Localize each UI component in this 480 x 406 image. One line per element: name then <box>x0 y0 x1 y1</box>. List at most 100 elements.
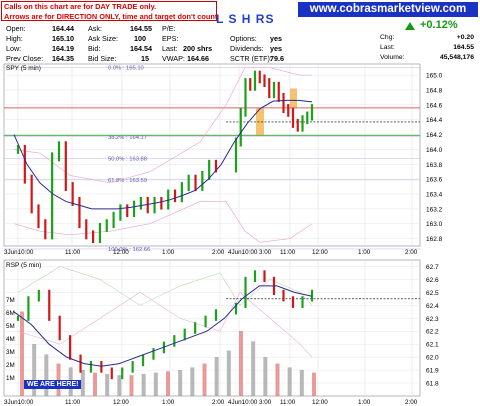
volume-bar <box>80 370 85 396</box>
rsp-ytick-label: 62.5 <box>426 290 439 297</box>
spy-ytick-label: 163.8 <box>426 162 443 169</box>
spy-panel-label: SPY (5 min) <box>6 65 41 72</box>
spy-ytick-label: 164.8 <box>426 88 443 95</box>
low-value: 164.19 <box>52 44 74 53</box>
prevclose-label: Prev Close: <box>6 54 44 63</box>
vwap-label: VWAP: <box>162 54 185 63</box>
bidsize-label: Bid Size: <box>88 54 117 63</box>
last2-label: Last: <box>380 44 395 51</box>
rsp-ytick-label: 62.7 <box>426 264 439 271</box>
rsp-ytick-label: 62.2 <box>426 329 439 336</box>
ask-value: 164.55 <box>130 24 152 33</box>
volume-bar <box>105 373 110 396</box>
sctr-value: 79.6 <box>270 54 284 63</box>
site-banner[interactable]: www.cobrasmarketview.com <box>298 2 478 17</box>
volume-bar <box>117 375 122 396</box>
we-are-here-badge: WE ARE HERE! <box>24 380 82 389</box>
eps-label: EPS: <box>162 34 179 43</box>
volume-tick-label: 7M <box>6 297 15 304</box>
day-trade-notice: Calls on this chart are for DAY TRADE on… <box>1 1 217 21</box>
rsp-ytick-label: 62.6 <box>426 277 439 284</box>
spy-xtick-label: 12:00 <box>312 249 328 256</box>
overlay-line-pink <box>17 291 313 358</box>
fib-label: 50.0% : 163.88 <box>108 156 147 162</box>
dividends-label: Dividends: <box>230 44 264 53</box>
last-size-value: 200 shrs <box>183 44 213 53</box>
rsp-xtick-label: 2:00 <box>212 399 225 406</box>
volume-tick-label: 5M <box>6 323 15 330</box>
spy-ytick-label: 165.0 <box>426 73 443 80</box>
bidsize-value: 15 <box>141 54 149 63</box>
spy-xtick-label: 3:00 <box>259 249 272 256</box>
rsp-xtick-label: 11:00 <box>65 399 81 406</box>
options-value: yes <box>270 34 282 43</box>
last-label: Last: <box>162 44 178 53</box>
volume-bar <box>202 363 207 396</box>
spy-ytick-label: 164.4 <box>426 117 443 124</box>
sctr-label: SCTR (ETF): <box>230 54 272 63</box>
volume-tick-label: 3M <box>6 349 15 356</box>
volume-bar <box>166 371 170 396</box>
fib-label: 0.0% : 165.10 <box>108 66 144 72</box>
spy-xtick-label: 1:00 <box>162 249 175 256</box>
volume-bar <box>251 341 256 396</box>
rsp-ytick-label: 61.9 <box>426 368 439 375</box>
volume-bar <box>299 370 304 396</box>
orange-box-2 <box>290 88 297 109</box>
percent-change: +0.12% <box>420 19 458 31</box>
spy-panel: 165.0 164.8 164.6 164.4 164.2 164.0 163.8 163.6… <box>3 63 443 256</box>
spy-xtick-label: 2:00 <box>212 249 225 256</box>
low-label: Low: <box>6 44 22 53</box>
spy-ytick-label: 164.6 <box>426 102 443 109</box>
volume-label: Volume: <box>380 54 405 61</box>
volume-bar <box>214 357 219 396</box>
notice-line-2: Arrows are for DIRECTION ONLY, time and … <box>4 11 217 21</box>
high-value: 165.10 <box>52 34 74 43</box>
open-label: Open: <box>6 24 26 33</box>
volume-bar <box>312 372 316 396</box>
volume-bar <box>190 367 195 396</box>
volume-tick-label: 1M <box>6 375 15 382</box>
spy-ytick-label: 163.2 <box>426 206 443 213</box>
orange-box-1 <box>256 108 264 136</box>
chg-value: +0.20 <box>456 34 474 41</box>
ticker-symbol: L S H RS <box>216 12 275 26</box>
notice-line-1: Calls on this chart are for DAY TRADE on… <box>4 2 157 11</box>
spy-ytick-label: 163.6 <box>426 177 443 184</box>
rsp-ytick-label: 62.0 <box>426 355 439 362</box>
volume-tick-label: 4M <box>6 336 15 343</box>
upper-band <box>13 67 312 184</box>
dividends-value: yes <box>270 44 282 53</box>
rsp-xtick-label: 1:00 <box>162 399 175 406</box>
spy-xtick-label: 1:00 <box>358 249 371 256</box>
moving-average-line <box>13 99 313 210</box>
volume-bar <box>239 331 243 396</box>
volume-bar <box>287 367 292 396</box>
last2-value: 164.55 <box>453 44 474 51</box>
open-value: 164.44 <box>52 24 74 33</box>
spy-ytick-label: 162.8 <box>426 236 443 243</box>
spy-xtick-label: 4Jun10:00 <box>228 249 258 256</box>
spy-xtick-label: 11:00 <box>65 249 81 256</box>
rsp-xtick-label: 4Jun10:00 <box>228 399 258 406</box>
lower-band <box>13 201 313 243</box>
fib-label: 100.0% : 162.66 <box>108 247 150 253</box>
chg-label: Chg: <box>380 34 395 41</box>
volume-tick-label: 2M <box>6 362 15 369</box>
ask-label: Ask: <box>88 24 102 33</box>
volume-value: 45,548,176 <box>439 54 474 61</box>
options-label: Options: <box>230 34 257 43</box>
rsp-xtick-label: 3Jun10:00 <box>4 399 34 406</box>
volume-bar <box>129 375 134 396</box>
prevclose-value: 164.35 <box>52 54 74 63</box>
vwap-value: 164.66 <box>187 54 209 63</box>
rsp-panel-label: RSP (5 min) <box>6 262 41 269</box>
rsp-ytick-label: 61.8 <box>426 381 439 388</box>
high-label: High: <box>6 34 23 43</box>
volume-bar <box>153 372 158 396</box>
volume-bar <box>93 372 97 396</box>
volume-bar <box>275 363 280 396</box>
spy-frame <box>3 63 421 247</box>
rsp-moving-average <box>13 285 313 367</box>
